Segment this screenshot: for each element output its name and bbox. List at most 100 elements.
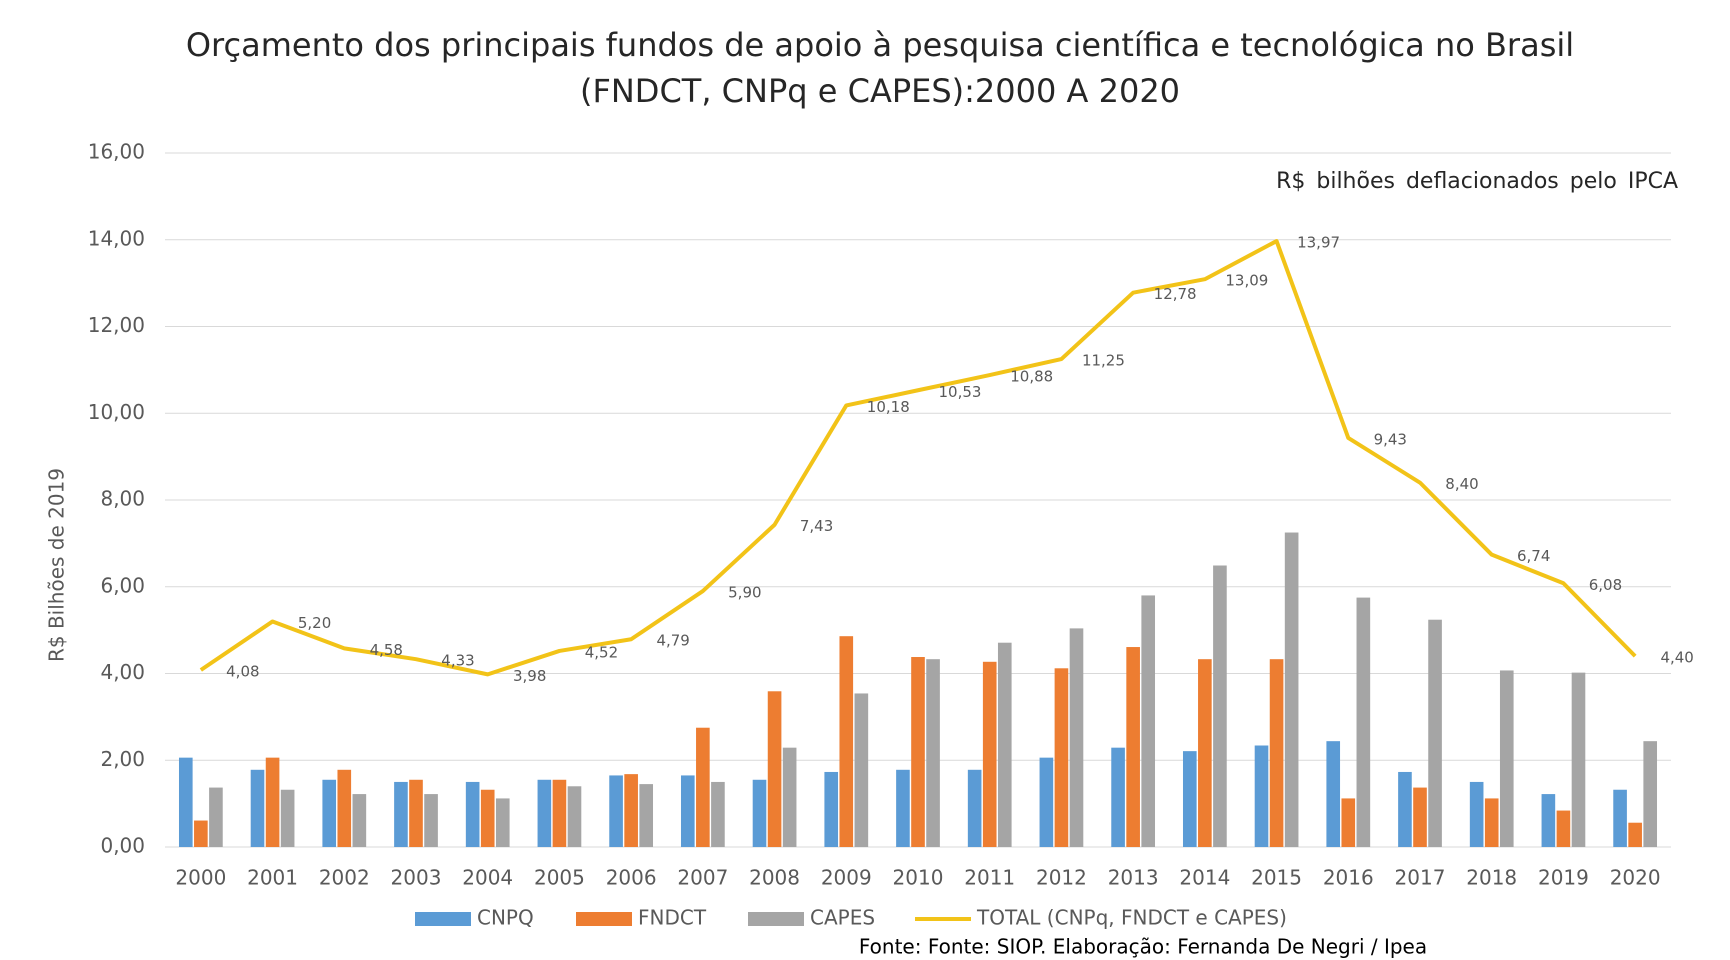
- data-label: 5,20: [298, 614, 331, 632]
- data-label: 4,40: [1660, 649, 1693, 667]
- data-label: 4,79: [656, 632, 689, 650]
- bar: [1039, 757, 1054, 847]
- bar: [711, 781, 725, 847]
- data-label: 7,43: [800, 517, 833, 535]
- data-label: 4,08: [226, 663, 259, 681]
- bar: [1254, 745, 1269, 847]
- y-tick-label: 12,00: [88, 313, 145, 337]
- data-label: 13,09: [1225, 272, 1268, 290]
- y-tick-label: 0,00: [100, 834, 145, 858]
- data-label: 6,74: [1517, 547, 1550, 565]
- data-label: 10,18: [867, 398, 910, 416]
- bar: [394, 781, 408, 847]
- bar: [322, 779, 337, 847]
- x-tick-label: 2004: [462, 866, 513, 890]
- bar: [465, 781, 480, 847]
- y-tick-label: 14,00: [88, 226, 145, 250]
- data-label: 12,78: [1154, 285, 1197, 303]
- bar: [280, 789, 295, 847]
- bar: [1356, 597, 1371, 847]
- bar: [552, 779, 567, 847]
- bar: [424, 794, 438, 847]
- bar: [1541, 794, 1556, 847]
- x-tick-label: 2001: [247, 866, 298, 890]
- x-tick-label: 2015: [1251, 866, 1302, 890]
- legend-label: CAPES: [810, 906, 875, 930]
- bar: [609, 775, 623, 847]
- x-tick-label: 2017: [1395, 866, 1446, 890]
- x-tick-label: 2008: [749, 866, 800, 890]
- bar: [967, 769, 982, 847]
- bar: [696, 727, 710, 847]
- bar: [480, 789, 495, 847]
- data-label: 10,88: [1010, 368, 1053, 386]
- bar: [537, 779, 552, 847]
- bar: [1213, 565, 1227, 847]
- bar: [209, 787, 223, 847]
- legend-label: TOTAL (CNPq, FNDCT e CAPES): [976, 906, 1287, 930]
- bar: [839, 636, 854, 847]
- bar: [1499, 670, 1514, 847]
- bar: [782, 747, 797, 847]
- x-tick-label: 2007: [677, 866, 728, 890]
- bar: [896, 769, 910, 847]
- data-label: 11,25: [1082, 352, 1125, 370]
- x-tick-label: 2006: [606, 866, 657, 890]
- data-label: 10,53: [939, 383, 982, 401]
- chart-title: (FNDCT, CNPq e CAPES):2000 A 2020: [580, 72, 1180, 110]
- x-tick-label: 2018: [1466, 866, 1517, 890]
- data-label: 4,52: [585, 643, 618, 661]
- bar: [1054, 668, 1069, 847]
- bar: [1469, 781, 1484, 847]
- annotation: R$ bilhões deflacionados pelo IPCA: [1276, 169, 1678, 194]
- x-tick-label: 2000: [175, 866, 226, 890]
- bar: [1613, 789, 1627, 847]
- bar: [178, 757, 193, 847]
- x-tick-label: 2003: [391, 866, 442, 890]
- bar: [1069, 628, 1084, 847]
- bar: [352, 794, 367, 847]
- bar: [1141, 595, 1156, 847]
- bar: [250, 769, 265, 847]
- bar: [495, 798, 510, 847]
- bar: [1484, 798, 1499, 847]
- x-tick-label: 2019: [1538, 866, 1589, 890]
- data-label: 5,90: [728, 584, 761, 602]
- bar: [409, 779, 423, 847]
- bar: [1111, 747, 1125, 847]
- x-tick-label: 2014: [1179, 866, 1230, 890]
- legend-label: FNDCT: [638, 906, 707, 930]
- bar: [1413, 787, 1427, 847]
- x-tick-label: 2011: [964, 866, 1015, 890]
- y-tick-label: 6,00: [100, 573, 145, 597]
- bar: [1269, 659, 1284, 847]
- data-label: 3,98: [513, 667, 546, 685]
- bar: [1643, 741, 1658, 847]
- bar: [911, 657, 925, 847]
- bar: [1571, 672, 1586, 847]
- bar: [752, 779, 767, 847]
- legend-swatch: [415, 912, 471, 926]
- data-label: 6,08: [1589, 576, 1622, 594]
- bar: [567, 786, 582, 847]
- data-label: 4,58: [370, 641, 403, 659]
- bar: [1326, 741, 1341, 847]
- data-label: 8,40: [1445, 475, 1478, 493]
- bar: [1126, 647, 1140, 847]
- x-tick-label: 2016: [1323, 866, 1374, 890]
- x-tick-label: 2020: [1610, 866, 1661, 890]
- bar: [767, 691, 782, 847]
- x-tick-label: 2009: [821, 866, 872, 890]
- bar: [1182, 751, 1197, 847]
- x-tick-label: 2012: [1036, 866, 1087, 890]
- x-tick-label: 2002: [319, 866, 370, 890]
- legend-swatch: [748, 912, 804, 926]
- source: Fonte: Fonte: SIOP. Elaboração: Fernanda…: [859, 935, 1427, 959]
- y-axis-label: R$ Bilhões de 2019: [45, 468, 69, 662]
- bar: [1556, 810, 1571, 847]
- bar: [624, 774, 638, 847]
- legend-label: CNPQ: [477, 906, 534, 930]
- bar: [1198, 659, 1212, 847]
- bar: [194, 820, 208, 847]
